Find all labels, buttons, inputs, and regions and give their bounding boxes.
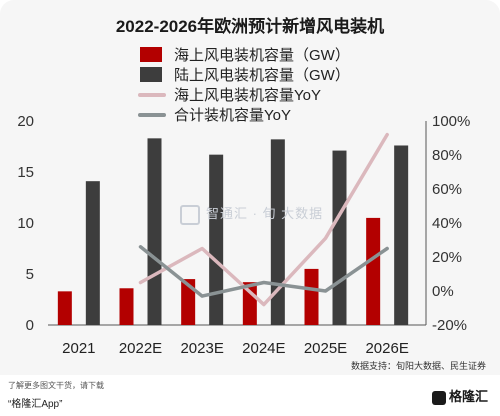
x-tick-label: 2023E: [180, 340, 223, 357]
bar: [57, 291, 72, 325]
x-tick-label: 2022E: [119, 340, 162, 357]
y-right-tick-label: 80%: [432, 147, 462, 164]
y-right-tick-label: 100%: [432, 113, 470, 130]
legend-swatch: [140, 67, 162, 82]
bar: [181, 279, 196, 325]
y-right-tick-label: 40%: [432, 215, 462, 232]
y-left-tick-label: 5: [26, 266, 34, 283]
combo-chart: 0 5 10 15 20 -20% 0% 20% 40% 60% 80% 100% 2021 2022E 2…: [17, 47, 470, 357]
legend-label: 合计装机容量YoY: [174, 107, 291, 124]
brand-logo: 格隆汇: [431, 386, 488, 405]
data-source: 数据支持：旬阳大数据、民生证券: [350, 361, 486, 371]
bar: [119, 288, 134, 325]
y-left-tick-label: 0: [26, 317, 34, 334]
series-line: [138, 245, 389, 298]
footer-app: “格隆汇App”: [8, 399, 63, 410]
legend-label: 海上风电装机容量YoY: [174, 87, 321, 104]
y-left-tick-label: 15: [17, 164, 34, 181]
x-tick-label: 2024E: [242, 340, 285, 357]
y-left-tick-label: 20: [17, 113, 34, 130]
bar: [332, 150, 347, 325]
bar: [304, 268, 319, 325]
footer-note: 了解更多图文干货，请下载: [8, 381, 104, 390]
y-right-tick-label: -20%: [432, 317, 467, 334]
series-line: [138, 132, 389, 307]
bar: [366, 217, 381, 325]
legend-label: 陆上风电装机容量（GW）: [174, 67, 350, 84]
legend-swatch: [140, 47, 162, 62]
bar: [147, 138, 162, 325]
bar: [209, 154, 224, 325]
y-right-tick-label: 60%: [432, 181, 462, 198]
y-right-tick-label: 20%: [432, 249, 462, 266]
legend-label: 海上风电装机容量（GW）: [174, 47, 350, 64]
watermark-icon: [180, 204, 200, 225]
y-left-tick-label: 10: [17, 215, 34, 232]
watermark: 智通汇 · 旬 大数据: [180, 203, 323, 225]
brand-icon: [431, 390, 446, 405]
x-tick-label: 2026E: [365, 340, 408, 357]
bar: [394, 145, 409, 325]
bar: [85, 181, 100, 325]
x-tick-label: 2025E: [304, 340, 347, 357]
x-tick-label: 2021: [62, 340, 95, 357]
y-right-tick-label: 0%: [432, 283, 454, 300]
bar: [270, 139, 285, 325]
chart-title: 2022-2026年欧洲预计新增风电装机: [115, 17, 385, 36]
